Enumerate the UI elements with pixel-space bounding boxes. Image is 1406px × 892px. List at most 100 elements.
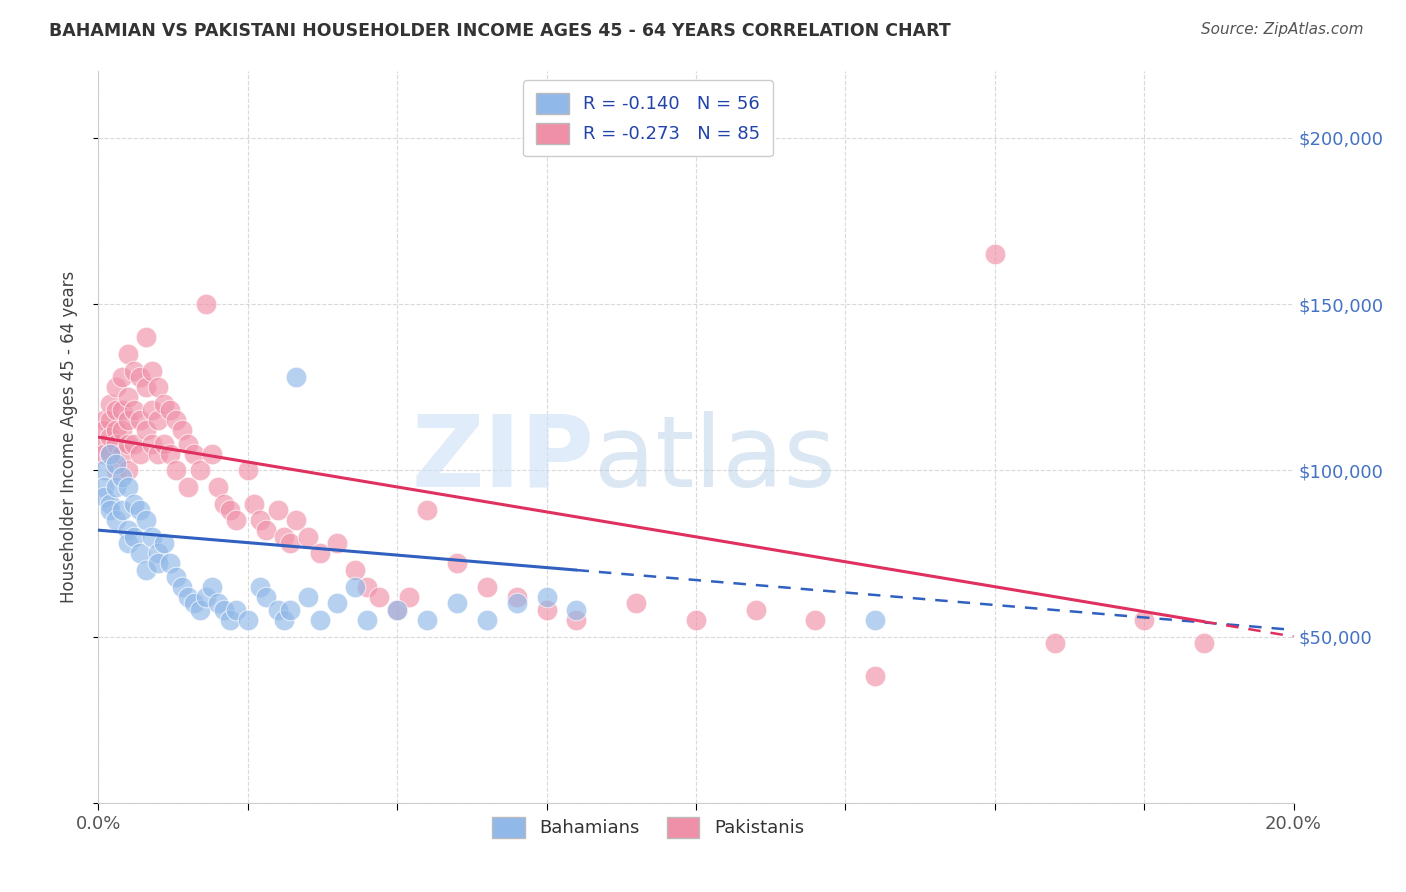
Point [385,603,409,617]
Point [249,580,271,594]
Point [105,463,128,477]
Point [148,546,170,560]
Point [207,480,229,494]
Point [98,447,122,461]
Point [129,370,152,384]
Point [565,613,588,627]
Point [159,403,181,417]
Point [153,397,176,411]
Point [111,470,134,484]
Point [626,596,648,610]
Point [344,580,367,594]
Point [308,546,330,560]
Point [273,530,295,544]
Point [165,413,187,427]
Point [267,603,290,617]
Y-axis label: Householder Income Ages 45 - 64 years: Householder Income Ages 45 - 64 years [59,271,77,603]
Point [117,413,139,427]
Point [416,613,439,627]
Point [177,590,200,604]
Point [111,503,134,517]
Point [117,536,139,550]
Point [98,430,122,444]
Point [865,613,887,627]
Point [111,370,134,384]
Point [344,563,367,577]
Point [93,463,115,477]
Point [135,424,157,438]
Point [141,530,163,544]
Point [475,613,498,627]
Point [326,596,349,610]
Point [117,347,139,361]
Point [129,413,152,427]
Text: atlas: atlas [595,410,837,508]
Point [135,380,157,394]
Point [141,363,163,377]
Point [141,436,163,450]
Point [225,603,247,617]
Point [446,596,468,610]
Point [93,480,115,494]
Point [278,536,301,550]
Point [308,613,330,627]
Point [148,447,170,461]
Point [284,513,307,527]
Point [267,503,290,517]
Point [236,463,259,477]
Point [148,413,170,427]
Point [148,380,170,394]
Point [506,590,529,604]
Text: BAHAMIAN VS PAKISTANI HOUSEHOLDER INCOME AGES 45 - 64 YEARS CORRELATION CHART: BAHAMIAN VS PAKISTANI HOUSEHOLDER INCOME… [49,22,950,40]
Point [124,436,146,450]
Point [105,436,128,450]
Point [536,603,558,617]
Point [254,523,277,537]
Point [212,603,235,617]
Point [105,457,128,471]
Point [153,436,176,450]
Point [183,447,205,461]
Point [159,557,181,571]
Point [129,546,152,560]
Point [398,590,420,604]
Point [93,490,115,504]
Point [1043,636,1066,650]
Point [254,590,277,604]
Legend: Bahamians, Pakistanis: Bahamians, Pakistanis [485,810,811,845]
Point [98,447,122,461]
Point [297,530,319,544]
Point [183,596,205,610]
Point [219,503,242,517]
Point [105,513,128,527]
Point [93,436,115,450]
Point [111,447,134,461]
Point [177,480,200,494]
Point [98,413,122,427]
Point [93,424,115,438]
Point [124,363,146,377]
Point [219,613,242,627]
Point [207,596,229,610]
Point [278,603,301,617]
Point [565,603,588,617]
Point [177,436,200,450]
Point [93,413,115,427]
Point [98,497,122,511]
Point [1133,613,1156,627]
Point [148,557,170,571]
Point [201,580,224,594]
Point [111,403,134,417]
Point [117,523,139,537]
Text: Source: ZipAtlas.com: Source: ZipAtlas.com [1201,22,1364,37]
Point [129,503,152,517]
Point [297,590,319,604]
Point [536,590,558,604]
Point [416,503,439,517]
Point [236,613,259,627]
Point [188,463,211,477]
Point [105,480,128,494]
Point [984,247,1007,261]
Point [135,330,157,344]
Point [111,424,134,438]
